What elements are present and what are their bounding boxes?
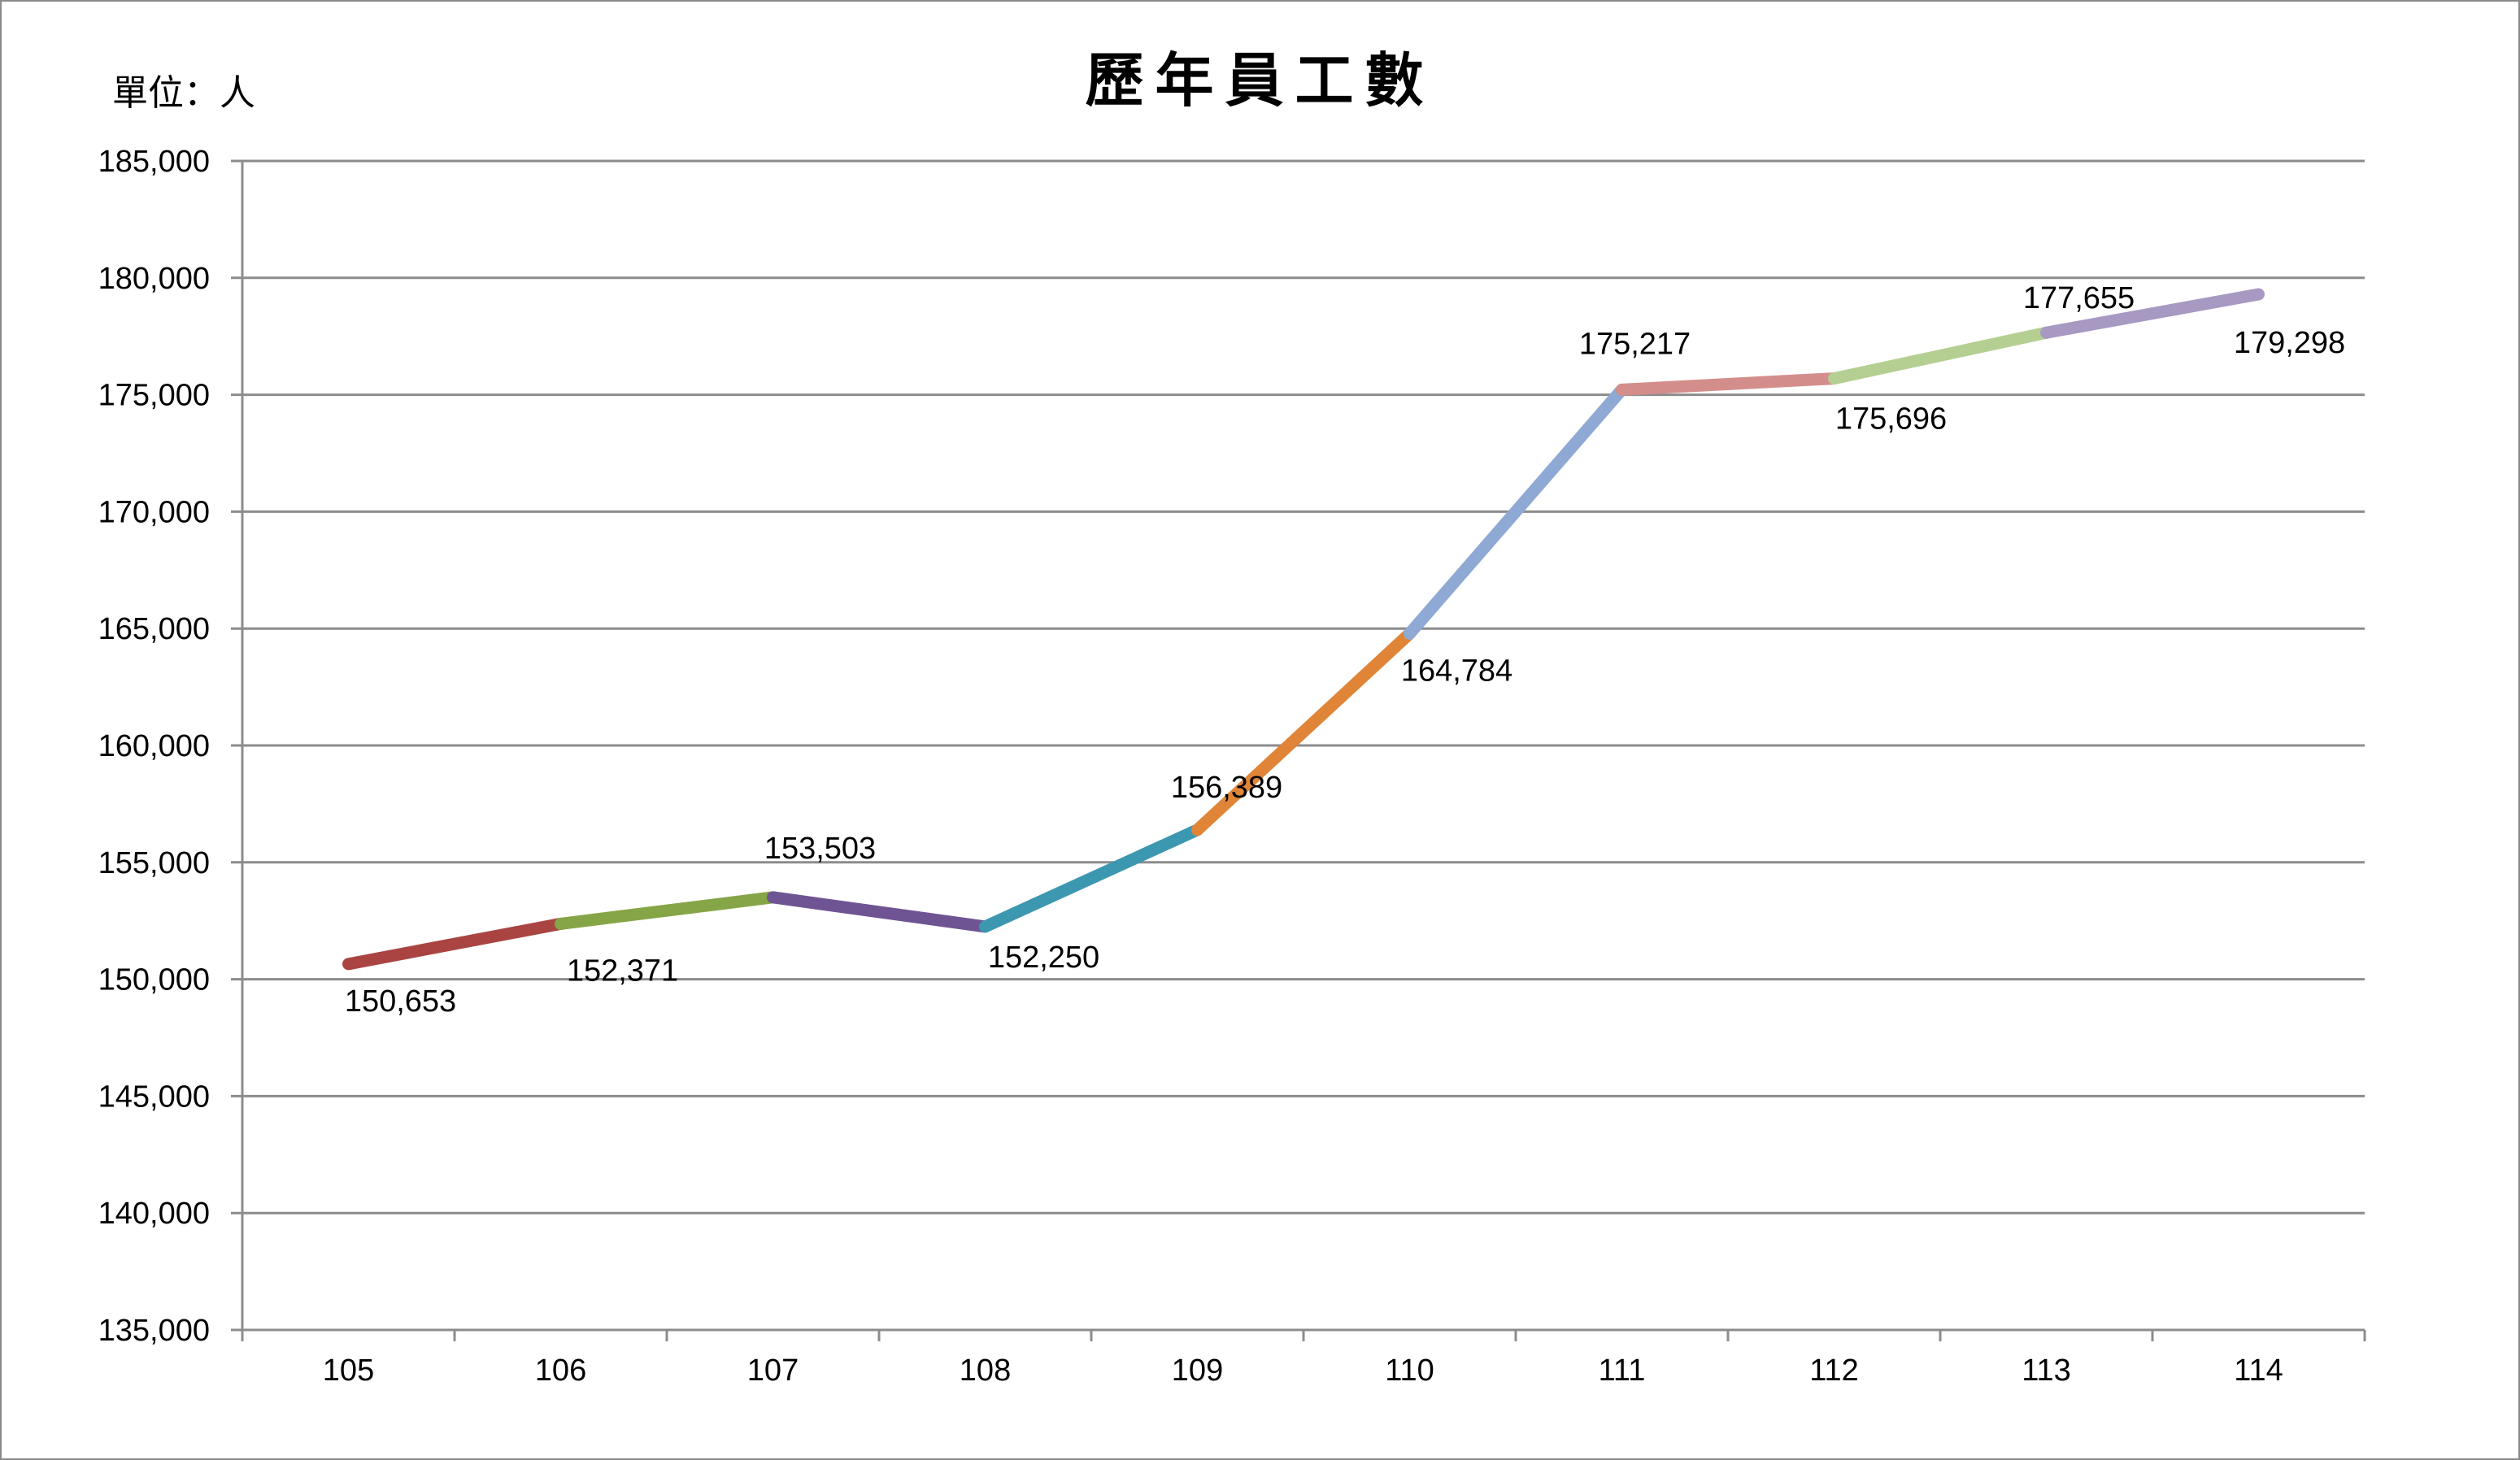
y-tick-label: 160,000 — [98, 729, 210, 763]
y-axis-ticks: 135,000 140,000 145,000 150,000 155,000 160,0… — [98, 145, 210, 1348]
data-label: 164,784 — [1401, 654, 1512, 688]
y-tick-label: 150,000 — [98, 963, 210, 997]
data-label: 156,389 — [1171, 771, 1282, 805]
line-segment — [555, 891, 779, 930]
x-axis: 105 106 107 108 109 110 111 112 113 114 — [241, 161, 2366, 1388]
x-tick-label: 113 — [2022, 1354, 2071, 1388]
chart-title: 歷年員工數 — [1085, 46, 1435, 115]
data-label: 152,250 — [988, 941, 1099, 975]
line-segment — [1616, 372, 1840, 396]
line-segment — [979, 823, 1203, 933]
x-tick-label: 111 — [1599, 1354, 1646, 1388]
data-label: 177,655 — [2023, 281, 2135, 315]
x-tick-label: 108 — [960, 1354, 1011, 1388]
data-label: 175,217 — [1579, 327, 1691, 361]
x-tick-label: 114 — [2234, 1354, 2283, 1388]
line-segment — [1191, 627, 1416, 836]
x-tick-label: 107 — [747, 1354, 799, 1388]
data-label: 150,653 — [345, 984, 456, 1019]
x-tick-label: 110 — [1385, 1354, 1434, 1388]
y-tick-label: 145,000 — [98, 1080, 210, 1114]
data-labels: 150,653 152,371 153,503 152,250 156,389 164,7… — [345, 281, 2345, 1019]
x-tick-label: 109 — [1172, 1354, 1223, 1388]
unit-label: 單位：人 — [112, 72, 255, 114]
line-segment — [342, 917, 567, 971]
y-tick-label: 165,000 — [98, 612, 210, 646]
y-tick-label: 140,000 — [98, 1197, 210, 1231]
gridlines — [231, 159, 2365, 1332]
line-segment — [2040, 288, 2265, 339]
y-tick-label: 175,000 — [98, 379, 210, 413]
y-tick-label: 180,000 — [98, 262, 210, 296]
data-line — [342, 288, 2265, 971]
y-tick-label: 135,000 — [98, 1314, 210, 1348]
data-label: 175,696 — [1835, 402, 1947, 437]
y-tick-label: 155,000 — [98, 846, 210, 880]
data-label: 179,298 — [2234, 326, 2345, 360]
y-tick-label: 170,000 — [98, 495, 210, 529]
line-segment — [1828, 326, 2052, 385]
y-tick-label: 185,000 — [98, 145, 210, 179]
data-label: 152,371 — [567, 954, 678, 988]
line-segment — [1404, 383, 1628, 640]
x-tick-label: 106 — [535, 1354, 586, 1388]
line-segment — [767, 891, 991, 933]
x-tick-label: 112 — [1809, 1354, 1859, 1388]
data-label: 153,503 — [764, 832, 876, 866]
x-tick-label: 105 — [323, 1354, 374, 1388]
